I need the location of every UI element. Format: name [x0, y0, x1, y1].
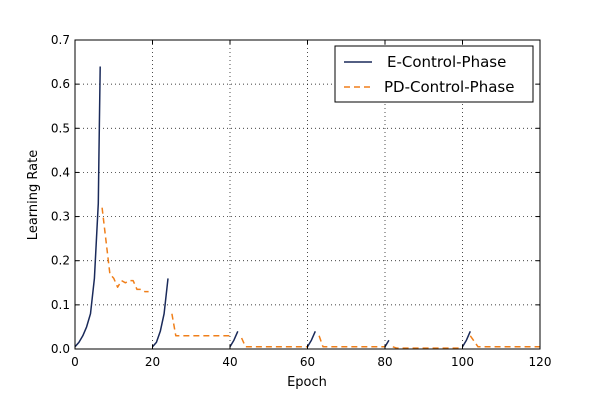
x-tick-label: 40 [222, 355, 237, 369]
series-e-control-phase [74, 66, 471, 348]
series-line-segment [240, 337, 308, 348]
series-line-segment [306, 330, 316, 348]
series-line-segment [151, 278, 169, 348]
ticks [74, 39, 541, 350]
series-pd-control-phase [101, 207, 540, 349]
x-tick-label: 60 [300, 355, 315, 369]
series-line-segment [229, 330, 239, 348]
y-tick-label: 0.1 [51, 298, 70, 312]
y-tick-label: 0.0 [51, 342, 70, 356]
y-tick-labels: 0.0 0.1 0.2 0.3 0.4 0.5 0.6 0.7 [51, 33, 70, 356]
legend-label-pd-control: PD-Control-Phase [384, 78, 514, 96]
series-line-segment [318, 335, 385, 348]
x-tick-labels: 0 20 40 60 80 100 120 [71, 355, 551, 369]
y-tick-label: 0.6 [51, 77, 70, 91]
series-line-segment [74, 66, 101, 348]
x-axis-label: Epoch [287, 375, 327, 390]
legend-box [334, 45, 534, 103]
series-line-segment [101, 207, 149, 293]
y-axis-label: Learning Rate [26, 150, 41, 240]
y-tick-label: 0.3 [51, 210, 70, 224]
x-tick-label: 80 [377, 355, 392, 369]
legend: E-Control-Phase PD-Control-Phase [334, 45, 534, 103]
x-tick-label: 120 [529, 355, 552, 369]
legend-label-e-control: E-Control-Phase [387, 53, 506, 71]
y-tick-label: 0.5 [51, 121, 70, 135]
series-line-segment [392, 346, 463, 349]
x-tick-label: 20 [145, 355, 160, 369]
grid [75, 40, 540, 349]
y-tick-label: 0.7 [51, 33, 70, 47]
x-tick-label: 0 [71, 355, 79, 369]
series-line-segment [461, 330, 471, 348]
series-layer [74, 66, 540, 349]
series-line-segment [171, 313, 230, 337]
series-line-segment [469, 335, 540, 348]
x-tick-label: 100 [451, 355, 474, 369]
y-tick-label: 0.2 [51, 254, 70, 268]
y-tick-label: 0.4 [51, 165, 70, 179]
series-line-segment [384, 339, 390, 348]
